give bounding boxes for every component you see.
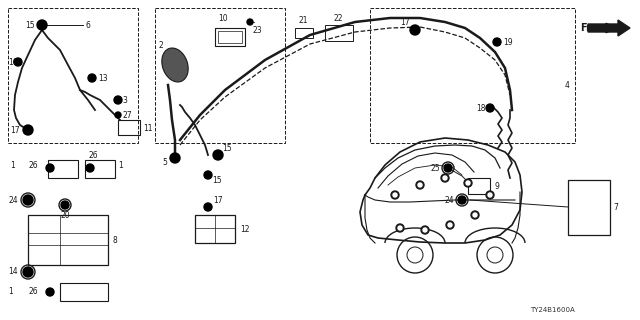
Text: 2: 2: [158, 41, 163, 50]
Bar: [215, 28, 245, 46]
Circle shape: [473, 213, 477, 217]
Circle shape: [86, 164, 94, 172]
Text: 24: 24: [444, 196, 454, 204]
Text: TY24B1600A: TY24B1600A: [530, 307, 575, 313]
Circle shape: [423, 228, 427, 232]
Bar: [568, 180, 610, 235]
Text: 1: 1: [10, 161, 15, 170]
Bar: [155, 8, 285, 143]
Circle shape: [398, 226, 402, 230]
Text: 17: 17: [10, 125, 20, 134]
Text: 23: 23: [252, 26, 262, 35]
Circle shape: [170, 153, 180, 163]
Circle shape: [416, 181, 424, 189]
Circle shape: [391, 191, 399, 199]
Circle shape: [464, 179, 472, 187]
Bar: [118, 120, 140, 135]
Text: 9: 9: [494, 181, 499, 190]
Text: 15: 15: [212, 175, 221, 185]
Circle shape: [488, 193, 492, 197]
Text: 8: 8: [112, 236, 116, 244]
Bar: [325, 25, 353, 41]
Circle shape: [493, 38, 501, 46]
Text: 19: 19: [503, 37, 513, 46]
Text: 10: 10: [218, 13, 228, 22]
Circle shape: [204, 203, 212, 211]
Text: 1: 1: [118, 161, 123, 170]
Text: 26: 26: [88, 150, 98, 159]
Bar: [218, 31, 242, 43]
Text: 3: 3: [122, 95, 127, 105]
Text: 17: 17: [400, 18, 410, 27]
FancyArrow shape: [588, 20, 630, 36]
Bar: [28, 215, 108, 265]
Circle shape: [410, 25, 420, 35]
Text: 20: 20: [60, 211, 70, 220]
Bar: [48, 160, 78, 178]
Text: 18: 18: [476, 103, 486, 113]
Text: Fr.: Fr.: [580, 23, 593, 33]
Circle shape: [46, 288, 54, 296]
Text: 15: 15: [222, 143, 232, 153]
Circle shape: [418, 183, 422, 187]
Text: 11: 11: [143, 124, 152, 132]
Circle shape: [471, 211, 479, 219]
Bar: [295, 28, 313, 38]
Text: 17: 17: [213, 196, 223, 204]
Circle shape: [446, 221, 454, 229]
Text: 16: 16: [8, 58, 18, 67]
Bar: [60, 283, 108, 301]
Text: 14: 14: [8, 268, 18, 276]
Circle shape: [61, 201, 69, 209]
Bar: [195, 215, 235, 243]
Bar: [8, 8, 138, 143]
Bar: [468, 178, 490, 194]
Text: 26: 26: [28, 287, 38, 297]
Text: 6: 6: [85, 20, 90, 29]
Circle shape: [393, 193, 397, 197]
Circle shape: [441, 174, 449, 182]
Circle shape: [46, 164, 54, 172]
Text: 12: 12: [240, 225, 250, 234]
Circle shape: [23, 267, 33, 277]
Circle shape: [396, 224, 404, 232]
Text: 21: 21: [298, 15, 307, 25]
Circle shape: [204, 171, 212, 179]
Circle shape: [88, 74, 96, 82]
Text: 22: 22: [333, 13, 342, 22]
Bar: [85, 160, 115, 178]
Circle shape: [213, 150, 223, 160]
Circle shape: [448, 223, 452, 227]
Circle shape: [23, 195, 33, 205]
Ellipse shape: [162, 48, 188, 82]
Text: 24: 24: [8, 196, 18, 204]
Text: 4: 4: [565, 81, 570, 90]
Text: 7: 7: [613, 203, 618, 212]
Circle shape: [458, 196, 466, 204]
Text: 25: 25: [430, 164, 440, 172]
Circle shape: [486, 104, 494, 112]
Circle shape: [421, 226, 429, 234]
Circle shape: [486, 191, 494, 199]
Circle shape: [444, 164, 452, 172]
Text: 26: 26: [28, 161, 38, 170]
Text: 5: 5: [162, 157, 167, 166]
Text: 15: 15: [25, 20, 35, 29]
Circle shape: [23, 125, 33, 135]
Circle shape: [14, 58, 22, 66]
Circle shape: [247, 19, 253, 25]
Circle shape: [37, 20, 47, 30]
Text: 1: 1: [8, 287, 13, 297]
Text: 27: 27: [122, 110, 132, 119]
Circle shape: [443, 176, 447, 180]
Circle shape: [115, 112, 121, 118]
Circle shape: [114, 96, 122, 104]
Bar: [370, 8, 575, 143]
Circle shape: [466, 181, 470, 185]
Text: 13: 13: [98, 74, 108, 83]
